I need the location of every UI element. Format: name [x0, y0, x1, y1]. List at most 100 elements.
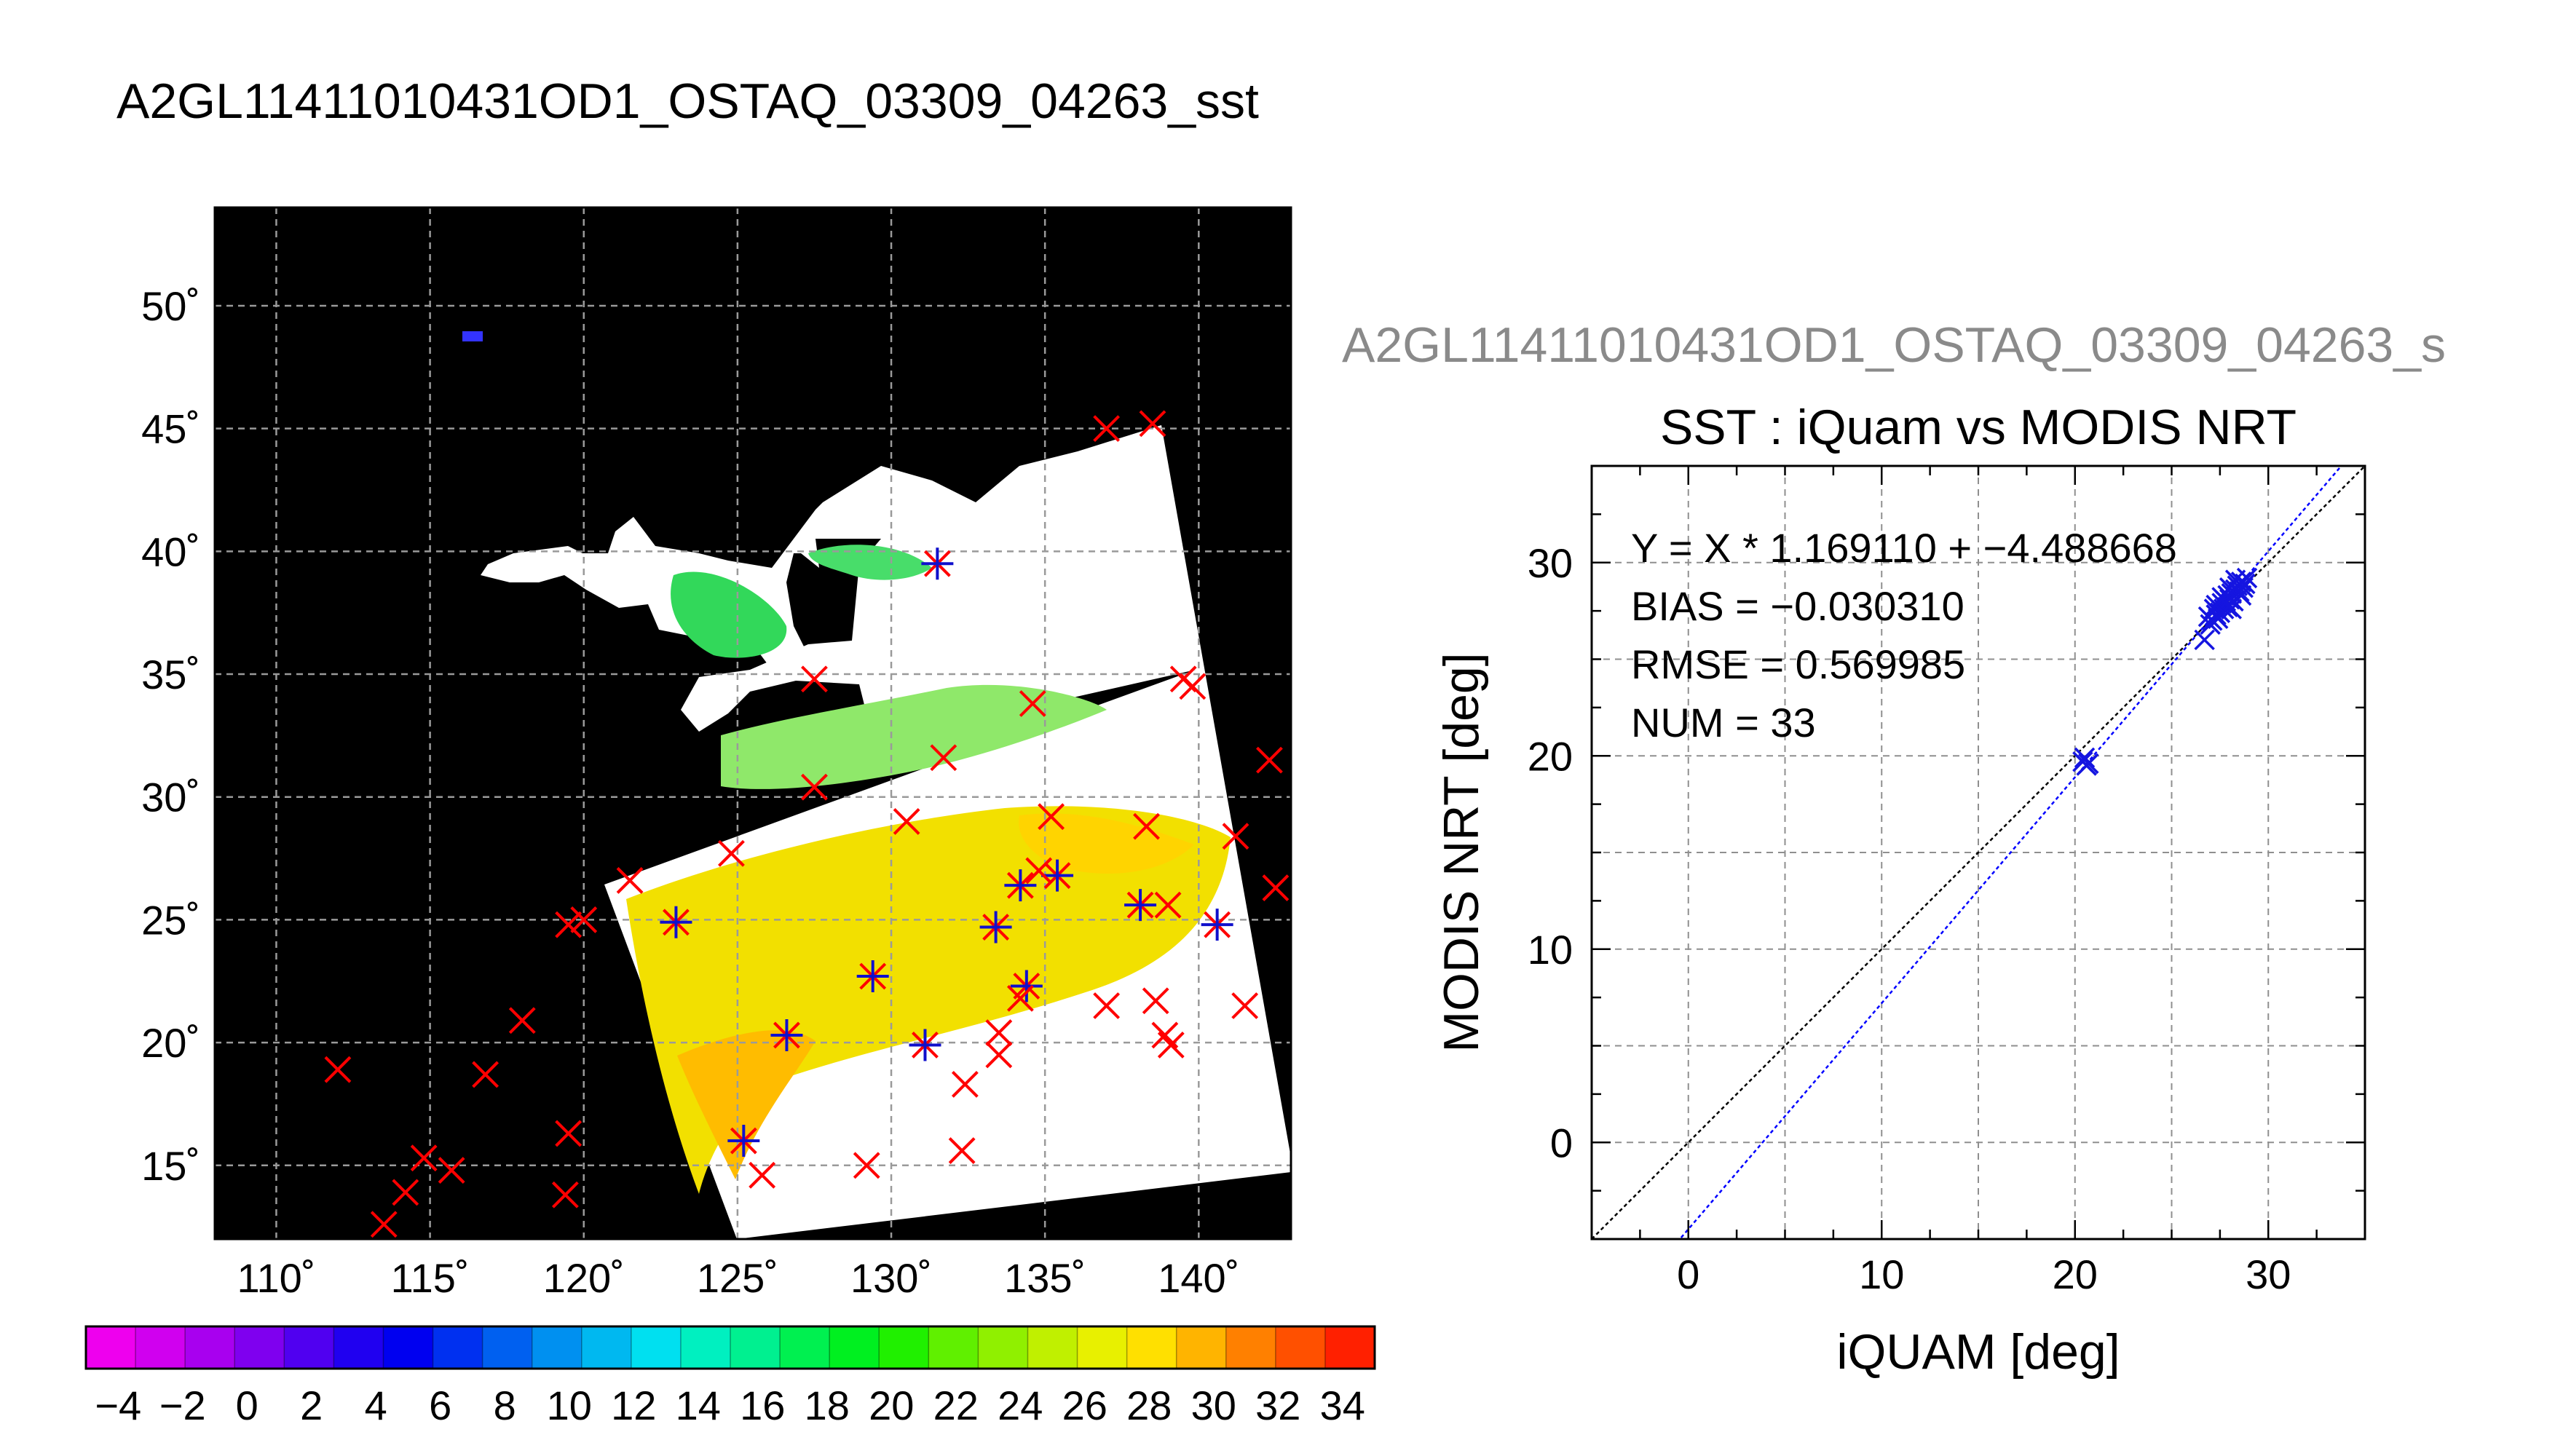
colorbar-tick-label: 26	[1062, 1382, 1107, 1428]
map-marker	[1010, 970, 1043, 1002]
map-marker-x-stroke	[555, 1120, 583, 1147]
map-marker	[930, 744, 957, 772]
map-marker-x-stroke	[1006, 984, 1034, 1012]
map-marker	[770, 1018, 803, 1051]
map-marker-x-stroke	[1025, 857, 1053, 885]
map-marker	[324, 1056, 352, 1083]
scatter-point	[2194, 629, 2215, 651]
map-marker-x-stroke	[555, 911, 583, 938]
map-y-tick-label: 45˚	[141, 406, 200, 452]
colorbar-swatch	[1225, 1326, 1276, 1369]
colorbar-tick-label: −4	[95, 1382, 141, 1428]
scatter-annotation: NUM = 33	[1631, 700, 1816, 745]
colorbar-swatch	[532, 1326, 583, 1369]
scatter-title: SST : iQuam vs MODIS NRT	[1660, 400, 2297, 455]
map-marker	[1222, 823, 1249, 850]
sst-warm-band	[626, 806, 1231, 1194]
scatter-point	[2205, 594, 2227, 616]
map-marker	[616, 867, 644, 894]
scatter-x-tick-label: 10	[1859, 1251, 1904, 1297]
colorbar-swatch	[284, 1326, 335, 1369]
map-marker-x-stroke	[1133, 812, 1160, 840]
map-marker-x-stroke	[749, 1161, 776, 1189]
map-marker-x-stroke	[616, 867, 644, 894]
colorbar-tick-label: 22	[933, 1382, 979, 1428]
map-y-tick-label: 40˚	[141, 529, 200, 574]
map-x-tick-label: 130˚	[850, 1255, 932, 1301]
scatter-point	[2074, 747, 2096, 769]
map-marker	[801, 665, 828, 693]
map-marker-x-stroke	[1093, 992, 1121, 1019]
scatter-annotation: RMSE = 0.569985	[1631, 641, 1965, 687]
colorbar-swatch	[1176, 1326, 1227, 1369]
colorbar-swatch	[1027, 1326, 1078, 1369]
scatter-x-tick-label: 0	[1677, 1251, 1699, 1297]
map-marker	[948, 1137, 976, 1164]
map-marker	[1004, 869, 1037, 902]
map-marker-x-stroke	[1154, 891, 1182, 919]
colorbar-swatch	[780, 1326, 831, 1369]
map-marker	[909, 1029, 941, 1061]
map-marker-x-stroke	[570, 906, 598, 933]
colorbar-swatch	[383, 1326, 434, 1369]
scatter-x-tick-label: 20	[2053, 1251, 2098, 1297]
map-marker-x-stroke	[438, 1157, 465, 1184]
map-marker	[1139, 410, 1166, 438]
colorbar-tick-label: 24	[998, 1382, 1043, 1428]
map-marker-x-stroke	[1169, 665, 1197, 693]
map-data-layer	[215, 207, 1291, 1239]
colorbar-tick-label: 20	[869, 1382, 914, 1428]
sst-cool-north	[671, 571, 787, 658]
map-marker	[410, 1144, 438, 1172]
map-y-tick-label: 25˚	[141, 897, 200, 943]
map-marker-x-stroke	[1019, 690, 1046, 717]
map-marker-x-stroke	[472, 1061, 499, 1088]
colorbar-swatch	[631, 1326, 682, 1369]
map-marker	[979, 911, 1012, 943]
map-marker	[570, 906, 598, 933]
map-marker	[1231, 992, 1259, 1019]
colorbar-swatch	[1275, 1326, 1326, 1369]
map-marker-x-stroke	[1038, 803, 1065, 831]
map-marker-x-stroke	[985, 1019, 1013, 1047]
map-marker-x-stroke	[1231, 992, 1259, 1019]
scatter-point	[2078, 753, 2099, 775]
map-marker	[1025, 857, 1053, 885]
scatter-point-stroke	[2213, 598, 2235, 620]
map-marker-x-stroke	[948, 1137, 976, 1164]
colorbar-tick-label: 12	[611, 1382, 656, 1428]
colorbar-swatch	[482, 1326, 533, 1369]
map-marker-x-stroke	[1157, 1032, 1185, 1059]
map-marker-x-stroke	[508, 1007, 536, 1034]
scatter-y-tick-label: 20	[1528, 733, 1573, 779]
colorbar-swatch	[333, 1326, 384, 1369]
map-x-tick-labels: 110˚ 115˚ 120˚ 125˚ 130˚ 135˚ 140˚	[237, 1255, 1239, 1301]
scatter-point-stroke	[2230, 585, 2252, 606]
map-marker	[472, 1061, 499, 1088]
scatter-point	[2230, 585, 2252, 606]
colorbar	[84, 1325, 1376, 1370]
colorbar-swatch	[879, 1326, 930, 1369]
scatter-x-tick-label: 30	[2246, 1251, 2291, 1297]
scatter-point-stroke	[2236, 567, 2258, 589]
map-x-tick-label: 120˚	[543, 1255, 625, 1301]
colorbar-swatch	[829, 1326, 880, 1369]
colorbar-tick-label: 10	[547, 1382, 592, 1428]
colorbar-tick-label: 8	[494, 1382, 516, 1428]
colorbar-swatch	[234, 1326, 285, 1369]
map-marker-x-stroke	[801, 773, 828, 801]
map-marker	[801, 773, 828, 801]
scatter-annotation: BIAS = −0.030310	[1631, 583, 1964, 629]
map-marker	[749, 1161, 776, 1189]
scatter-y-axis-label: MODIS NRT [deg]	[1434, 652, 1489, 1052]
map-marker-x-stroke	[985, 1041, 1013, 1069]
colorbar-tick-label: 18	[805, 1382, 850, 1428]
colorbar-swatch	[1324, 1326, 1375, 1369]
map-marker-x-stroke	[392, 1179, 419, 1206]
map-marker	[1041, 859, 1074, 892]
scatter-ticks: 0 10 20 30 0 10 20 30	[1528, 464, 2366, 1297]
colorbar-swatch	[581, 1326, 632, 1369]
map-marker-x-stroke	[718, 839, 745, 867]
map-marker	[1124, 889, 1157, 922]
